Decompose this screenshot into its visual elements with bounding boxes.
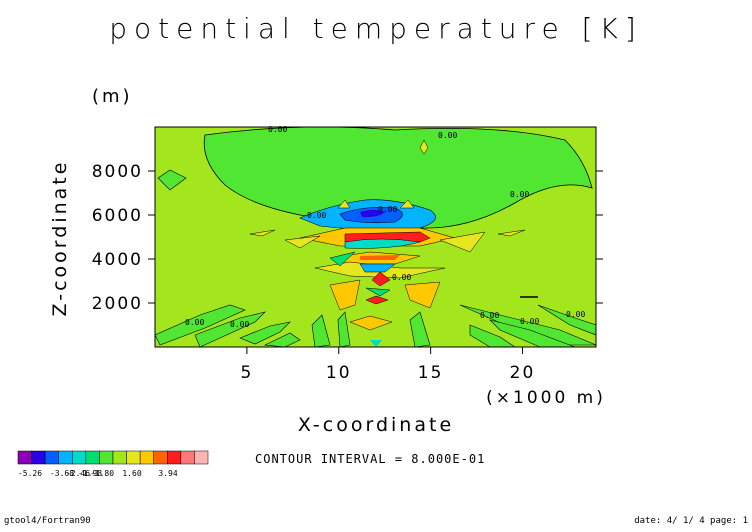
contour-region-upper-small <box>157 169 187 191</box>
contour-lower-red-2 <box>365 295 389 305</box>
colorbar-label-6: 3.94 <box>158 469 178 478</box>
contour-lower-yellow-right <box>404 281 441 309</box>
colorbar-label-5: 1.60 <box>122 469 142 478</box>
contour-label-9: 0.00 <box>378 205 397 214</box>
contour-diag-left-5 <box>311 314 331 347</box>
contour-label-7: 0.00 <box>520 317 539 326</box>
chart-title: potential temperature [K] <box>109 12 643 45</box>
contour-diag-left-4 <box>263 332 301 347</box>
colorbar-swatch-3 <box>58 450 73 465</box>
contour-interval-note: CONTOUR INTERVAL = 8.000E-01 <box>255 452 486 466</box>
y-unit-label: (m) <box>92 86 133 107</box>
contour-band-blue-2 <box>344 238 421 249</box>
colorbar-swatch-1 <box>31 450 46 465</box>
contour-small-triangle-2 <box>399 199 415 209</box>
contour-band-red-2 <box>360 255 400 260</box>
plot-frame <box>154 126 597 348</box>
contour-diag-left-1 <box>155 304 246 346</box>
colorbar-swatch-0 <box>17 450 32 465</box>
contour-diag-right-2 <box>489 319 576 347</box>
contour-diag-left-2 <box>194 311 266 347</box>
x-axis-label: X-coordinate <box>297 414 455 436</box>
contour-diag-right-3 <box>469 324 516 347</box>
contour-label-8: 0.00 <box>566 310 585 319</box>
footer-left: gtool4/Fortran90 <box>4 516 91 526</box>
contour-label-6: 0.00 <box>480 311 499 320</box>
contour-label-3: 0.00 <box>510 190 529 199</box>
colorbar-swatch-5 <box>85 450 100 465</box>
colorbar-swatch-2 <box>44 450 59 465</box>
x-tick-label-0: 5 <box>240 363 253 383</box>
colorbar-swatch-9 <box>139 450 154 465</box>
contour-lower-green-c <box>365 287 391 297</box>
contour-diag-left-6 <box>337 311 351 347</box>
colorbar-label-0: -5.26 <box>17 469 43 478</box>
colorbar-swatch-10 <box>153 450 168 465</box>
contour-region-core-darkest <box>360 210 385 218</box>
contour-label-5: 0.00 <box>230 320 249 329</box>
contour-wing-left <box>249 229 276 237</box>
contour-label-2: 0.00 <box>307 211 326 220</box>
x-tick-label-1: 10 <box>326 363 352 383</box>
colorbar-swatch-12 <box>180 450 195 465</box>
contour-region-upper <box>203 127 593 229</box>
colorbar-labels: -5.26 -3.68 -2.46 -1.98 -1.80 1.60 3.94 <box>18 469 218 481</box>
contour-diag-right-4 <box>537 304 596 336</box>
x-tick-label-3: 20 <box>510 363 536 383</box>
contour-diag-left-3 <box>239 321 291 345</box>
y-tick-label-0: 2000 <box>92 294 143 314</box>
contour-small-triangle-1 <box>337 199 351 209</box>
contour-band-green-4 <box>329 251 356 267</box>
footer-right: date: 4/ 1/ 4 page: 1 <box>634 516 748 526</box>
colorbar-label-3: -1.98 <box>77 469 103 478</box>
y-tick-label-2: 6000 <box>92 206 143 226</box>
x-unit-label: (×1000 m) <box>486 388 606 408</box>
colorbar-swatch-13 <box>194 450 209 465</box>
contour-diag-right-5 <box>409 311 431 347</box>
contour-band-blue-3 <box>359 263 396 273</box>
contour-lower-yellow-left <box>329 279 361 311</box>
colorbar-swatch-4 <box>72 450 87 465</box>
contour-wing-right <box>497 229 526 237</box>
colorbar-swatch-7 <box>112 450 127 465</box>
contour-lower-cyan <box>370 340 382 347</box>
colorbar-label-2: -2.46 <box>65 469 91 478</box>
colorbar-label-1: -3.68 <box>49 469 75 478</box>
contour-wing-left-2 <box>284 235 321 249</box>
contour-label-4: 0.00 <box>185 318 204 327</box>
contour-label-0: 0.00 <box>268 125 287 134</box>
contour-lower-red-1 <box>371 271 391 287</box>
colorbar-label-4: -1.80 <box>89 469 115 478</box>
contour-label-10: 0.00 <box>392 273 411 282</box>
y-tick-label-1: 4000 <box>92 250 143 270</box>
colorbar-swatch-8 <box>126 450 141 465</box>
contour-small-diamond <box>419 139 429 155</box>
contour-lower-yellow-c <box>349 315 393 331</box>
y-tick-label-3: 8000 <box>92 162 143 182</box>
contour-label-1: 0.00 <box>438 131 457 140</box>
colorbar-swatch-6 <box>99 450 114 465</box>
contour-wing-right-2 <box>439 231 486 253</box>
x-tick-label-2: 15 <box>418 363 444 383</box>
colorbar-swatch-11 <box>167 450 182 465</box>
